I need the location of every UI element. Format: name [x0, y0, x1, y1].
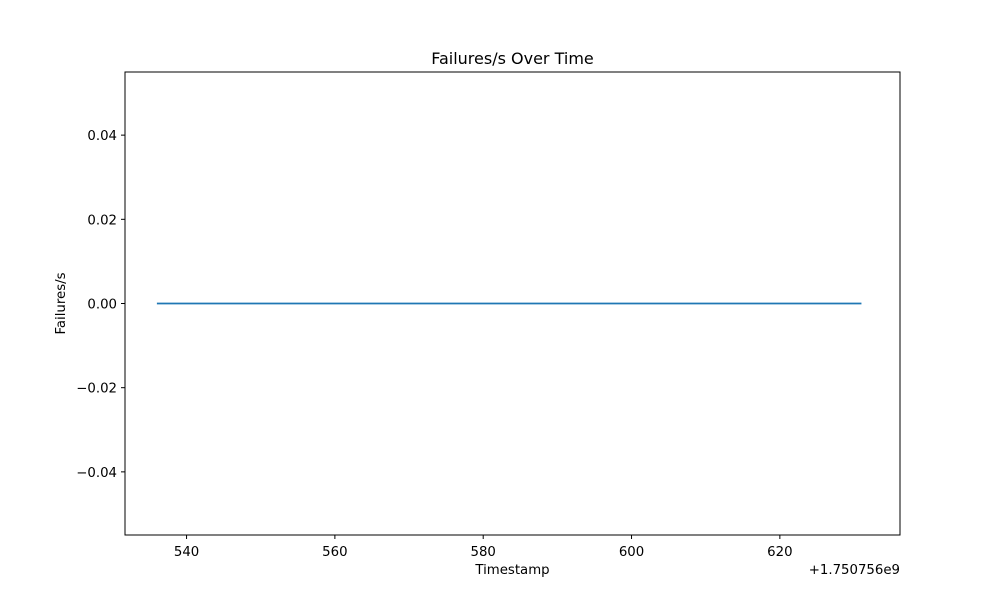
x-tick-label: 620	[767, 545, 792, 560]
y-tick-label: −0.04	[76, 466, 117, 481]
chart-title: Failures/s Over Time	[431, 49, 594, 68]
y-tick-label: 0.04	[87, 129, 117, 144]
x-tick-label: 540	[174, 545, 199, 560]
x-axis-label: Timestamp	[474, 563, 549, 578]
x-tick-label: 600	[619, 545, 644, 560]
x-tick-label: 560	[322, 545, 347, 560]
y-axis: −0.04 −0.02 0.00 0.02 0.04	[76, 129, 125, 481]
x-axis: 540 560 580 600 620	[174, 535, 793, 560]
y-tick-label: −0.02	[76, 382, 117, 397]
x-tick-label: 580	[471, 545, 496, 560]
y-tick-label: 0.00	[87, 298, 117, 313]
y-axis-label: Failures/s	[54, 272, 69, 334]
y-tick-label: 0.02	[87, 213, 117, 228]
x-axis-offset-label: +1.750756e9	[809, 563, 900, 578]
